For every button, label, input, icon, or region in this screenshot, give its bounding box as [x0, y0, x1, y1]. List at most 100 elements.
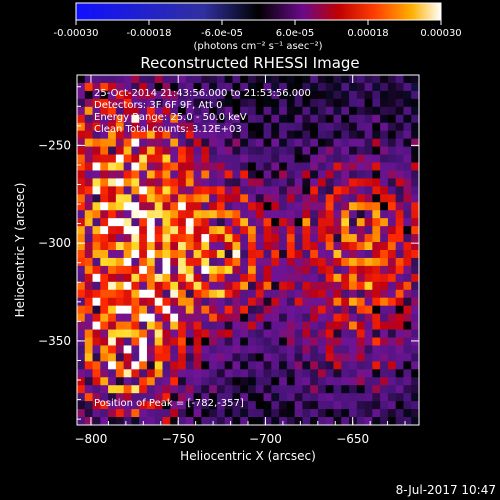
- heatmap-cell: [123, 401, 133, 410]
- heatmap-cell: [403, 122, 412, 132]
- heatmap-cell: [279, 273, 288, 283]
- heatmap-cell: [341, 242, 350, 251]
- heatmap-cell: [170, 162, 179, 172]
- heatmap-cell: [325, 273, 335, 283]
- heatmap-cell: [356, 162, 366, 172]
- heatmap-cell: [372, 281, 381, 291]
- heatmap-cell: [224, 377, 234, 386]
- heatmap-cell: [185, 297, 195, 307]
- heatmap-cell: [84, 242, 94, 251]
- heatmap-cell: [131, 98, 140, 108]
- heatmap-cell: [139, 337, 148, 347]
- heatmap-cell: [349, 345, 358, 355]
- heatmap-cell: [325, 377, 335, 386]
- heatmap-cell: [232, 154, 241, 164]
- heatmap-cell: [411, 281, 419, 291]
- heatmap-cell: [146, 130, 156, 140]
- heatmap-cell: [333, 345, 342, 355]
- heatmap-cell: [302, 75, 311, 84]
- heatmap-cell: [364, 122, 373, 132]
- heatmap-cell: [395, 146, 405, 156]
- heatmap-cell: [325, 337, 335, 347]
- heatmap-cell: [286, 393, 296, 402]
- heatmap-cell: [263, 250, 272, 259]
- heatmap-cell: [255, 250, 265, 259]
- heatmap-cell: [123, 393, 133, 402]
- heatmap-cell: [123, 90, 133, 100]
- heatmap-cell: [84, 250, 94, 259]
- heatmap-cell: [240, 361, 249, 370]
- heatmap-cell: [310, 321, 319, 331]
- heatmap-cell: [325, 361, 335, 370]
- heatmap-cell: [263, 75, 272, 84]
- heatmap-cell: [209, 114, 218, 124]
- heatmap-cell: [185, 393, 195, 402]
- heatmap-cell: [310, 385, 319, 394]
- heatmap-cell: [232, 146, 241, 156]
- heatmap-cell: [193, 417, 202, 425]
- heatmap-cell: [271, 345, 280, 355]
- heatmap-cell: [380, 122, 389, 132]
- heatmap-cell: [294, 122, 304, 132]
- heatmap-cell: [193, 337, 202, 347]
- heatmap-cell: [310, 178, 319, 187]
- heatmap-cell: [286, 289, 296, 299]
- heatmap-cell: [263, 369, 272, 378]
- heatmap-cell: [100, 329, 109, 339]
- heatmap-cell: [263, 138, 272, 148]
- heatmap-cell: [294, 289, 304, 299]
- heatmap-cell: [263, 393, 272, 402]
- heatmap-cell: [310, 162, 319, 172]
- heatmap-cell: [310, 361, 319, 370]
- heatmap-cell: [395, 202, 405, 211]
- heatmap-cell: [403, 401, 412, 410]
- heatmap-cell: [185, 146, 195, 156]
- heatmap-cell: [395, 194, 405, 203]
- heatmap-cell: [139, 297, 148, 307]
- heatmap-cell: [356, 305, 366, 315]
- heatmap-cell: [209, 265, 218, 275]
- heatmap-cell: [380, 385, 389, 394]
- heatmap-cell: [325, 401, 335, 410]
- heatmap-cell: [286, 353, 296, 362]
- heatmap-cell: [209, 369, 218, 378]
- heatmap-cell: [209, 226, 218, 235]
- heatmap-cell: [154, 361, 164, 370]
- heatmap-cell: [411, 202, 419, 211]
- heatmap-cell: [310, 329, 319, 339]
- heatmap-cell: [146, 242, 156, 251]
- heatmap-cell: [263, 385, 272, 394]
- colorbar-tick-label: 0.00018: [347, 28, 388, 39]
- heatmap-cell: [294, 337, 304, 347]
- heatmap-cell: [255, 369, 265, 378]
- heatmap-cell: [349, 393, 358, 402]
- heatmap-cell: [209, 321, 218, 331]
- heatmap-cell: [271, 250, 280, 259]
- heatmap-cell: [84, 377, 94, 386]
- heatmap-cell: [395, 106, 405, 116]
- heatmap-cell: [255, 226, 265, 235]
- heatmap-cell: [325, 162, 335, 172]
- heatmap-cell: [317, 194, 327, 203]
- heatmap-cell: [341, 377, 350, 386]
- heatmap-cell: [193, 313, 202, 323]
- heatmap-cell: [317, 218, 327, 227]
- heatmap-cell: [255, 313, 265, 323]
- heatmap-cell: [240, 194, 249, 203]
- heatmap-cell: [84, 154, 94, 164]
- heatmap-cell: [100, 265, 109, 275]
- heatmap-cell: [162, 82, 171, 92]
- heatmap-cell: [317, 75, 327, 84]
- heatmap-cell: [100, 345, 109, 355]
- heatmap-cell: [170, 210, 179, 219]
- heatmap-cell: [162, 210, 171, 219]
- heatmap-cell: [325, 313, 335, 323]
- heatmap-cell: [170, 417, 179, 425]
- heatmap-cell: [108, 313, 117, 323]
- heatmap-cell: [248, 409, 257, 418]
- heatmap-cell: [162, 106, 171, 116]
- heatmap-cell: [224, 401, 234, 410]
- colorbar-tick-label: 0.00030: [420, 28, 461, 39]
- heatmap-cell: [232, 130, 241, 140]
- heatmap-cell: [146, 273, 156, 283]
